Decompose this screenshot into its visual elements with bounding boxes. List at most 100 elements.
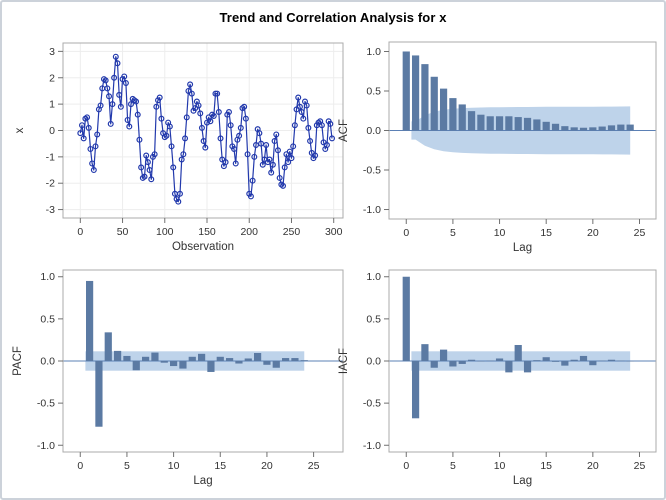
acf-bar (617, 124, 625, 131)
series-marker (256, 130, 263, 137)
series-marker (296, 103, 303, 110)
pacf-bar (151, 352, 159, 361)
series-marker (109, 101, 116, 108)
series-x-axis-label: Observation (172, 241, 234, 253)
series-marker (231, 145, 238, 152)
series-marker (207, 118, 214, 125)
pacf-bar (291, 358, 299, 361)
series-marker (273, 131, 280, 138)
series-marker (141, 173, 148, 180)
series-marker (111, 74, 118, 81)
y-tick-label: -1 (46, 151, 55, 163)
series-marker (290, 143, 297, 150)
acf-bar (421, 64, 429, 131)
acf-bar (514, 117, 522, 131)
series-marker (247, 193, 254, 200)
series-marker (291, 122, 298, 129)
series-marker (241, 103, 248, 110)
x-tick-label: 15 (214, 460, 226, 472)
y-tick-label: 1.0 (366, 271, 381, 283)
x-tick-label: 25 (634, 227, 646, 239)
iacf-bar (495, 358, 504, 361)
pacf-bar (123, 355, 131, 361)
series-marker (232, 160, 239, 167)
series-marker (286, 148, 293, 155)
acf-bar (533, 119, 541, 131)
pacf-bar (226, 358, 234, 361)
y-tick-label: -0.5 (37, 398, 55, 410)
y-tick-label: 0.0 (366, 125, 381, 137)
x-tick-label: 0 (77, 226, 83, 238)
series-marker (151, 151, 158, 158)
acf-y-axis-label: ACF (338, 119, 350, 142)
series-marker (271, 138, 278, 145)
pacf-bar (282, 358, 290, 361)
acf-bar (542, 121, 550, 131)
x-tick-label: 5 (450, 227, 456, 239)
series-marker (138, 164, 145, 171)
iacf-bar (439, 349, 448, 361)
pacf-bar (272, 361, 280, 368)
iacf-plot: 0 5 10 15 20 25 -1.0 -0.5 0.0 0.5 1.0 Lag IACF (338, 269, 657, 487)
series-marker (274, 147, 281, 154)
series-marker (112, 53, 119, 60)
series-marker (222, 159, 229, 166)
series-marker (323, 141, 330, 148)
acf-bar (439, 88, 448, 131)
series-marker (200, 138, 207, 145)
iacf-bar (505, 361, 513, 373)
series-marker (170, 164, 177, 171)
acf-bar (551, 123, 560, 131)
iacf-bar (551, 361, 560, 362)
series-marker (295, 94, 302, 101)
series-marker (77, 130, 84, 137)
pacf-bar (216, 356, 224, 361)
acf-bar (430, 76, 438, 131)
series-marker (121, 73, 128, 80)
pacf-x-axis-label: Lag (193, 475, 212, 487)
series-marker (144, 159, 151, 166)
series-marker (87, 145, 94, 152)
iacf-bar (617, 360, 625, 362)
series-marker (133, 98, 140, 105)
x-tick-label: 25 (308, 460, 320, 472)
series-marker (303, 102, 310, 109)
acf-bar (598, 126, 606, 131)
x-tick-label: 0 (403, 227, 409, 239)
pacf-bar (86, 280, 94, 361)
pacf-y-axis-label: PACF (12, 346, 24, 376)
x-tick-label: 10 (494, 460, 506, 472)
acf-bar (402, 51, 410, 131)
acf-bar (477, 114, 485, 131)
acf-bar (495, 116, 504, 131)
x-tick-label: 0 (77, 460, 83, 472)
series-marker (215, 109, 222, 116)
series-marker (146, 167, 153, 174)
series-marker (188, 90, 195, 97)
y-tick-label: 1.0 (366, 46, 381, 58)
series-marker (183, 114, 190, 121)
x-tick-label: 25 (634, 460, 646, 472)
series-marker (89, 160, 96, 167)
series-marker (327, 120, 334, 127)
series-marker (329, 135, 336, 142)
series-marker (153, 103, 160, 110)
series-marker (305, 124, 312, 131)
series-marker (288, 155, 295, 162)
pacf-bar (188, 356, 196, 361)
series-marker (116, 91, 123, 98)
iacf-bar (570, 359, 578, 361)
iacf-bar (561, 361, 569, 366)
x-tick-label: 20 (587, 227, 599, 239)
iacf-bar (533, 360, 541, 361)
x-tick-label: 10 (168, 460, 180, 472)
series-y-axis-label: x (14, 127, 26, 133)
series-marker (175, 198, 182, 205)
series-marker (136, 136, 143, 143)
series-marker (237, 124, 244, 131)
pacf-bar (244, 358, 252, 361)
series-marker (280, 182, 287, 189)
iacf-data-layer (389, 276, 656, 419)
y-tick-label: 0.5 (40, 313, 55, 325)
iacf-bar (579, 355, 588, 361)
